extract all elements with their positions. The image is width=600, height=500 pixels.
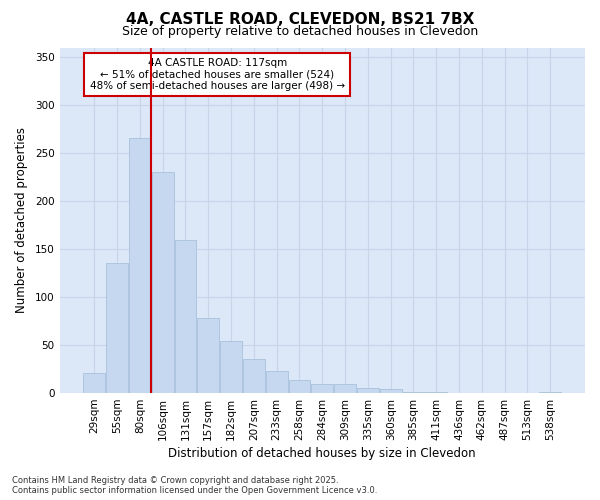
- Bar: [152, 172, 173, 393]
- Bar: [380, 389, 401, 393]
- Bar: [425, 392, 447, 393]
- Bar: [266, 371, 287, 393]
- Bar: [175, 240, 196, 393]
- Text: Size of property relative to detached houses in Clevedon: Size of property relative to detached ho…: [122, 25, 478, 38]
- Bar: [357, 388, 379, 393]
- Bar: [289, 380, 310, 393]
- Bar: [539, 392, 561, 393]
- Bar: [129, 138, 151, 393]
- Text: 4A CASTLE ROAD: 117sqm
← 51% of detached houses are smaller (524)
48% of semi-de: 4A CASTLE ROAD: 117sqm ← 51% of detached…: [89, 58, 345, 91]
- Bar: [243, 358, 265, 393]
- Bar: [83, 373, 105, 393]
- X-axis label: Distribution of detached houses by size in Clevedon: Distribution of detached houses by size …: [169, 447, 476, 460]
- Bar: [311, 384, 333, 393]
- Bar: [220, 341, 242, 393]
- Bar: [403, 392, 424, 393]
- Bar: [334, 384, 356, 393]
- Bar: [106, 264, 128, 393]
- Text: Contains HM Land Registry data © Crown copyright and database right 2025.
Contai: Contains HM Land Registry data © Crown c…: [12, 476, 377, 495]
- Y-axis label: Number of detached properties: Number of detached properties: [15, 128, 28, 314]
- Bar: [197, 318, 219, 393]
- Text: 4A, CASTLE ROAD, CLEVEDON, BS21 7BX: 4A, CASTLE ROAD, CLEVEDON, BS21 7BX: [126, 12, 474, 28]
